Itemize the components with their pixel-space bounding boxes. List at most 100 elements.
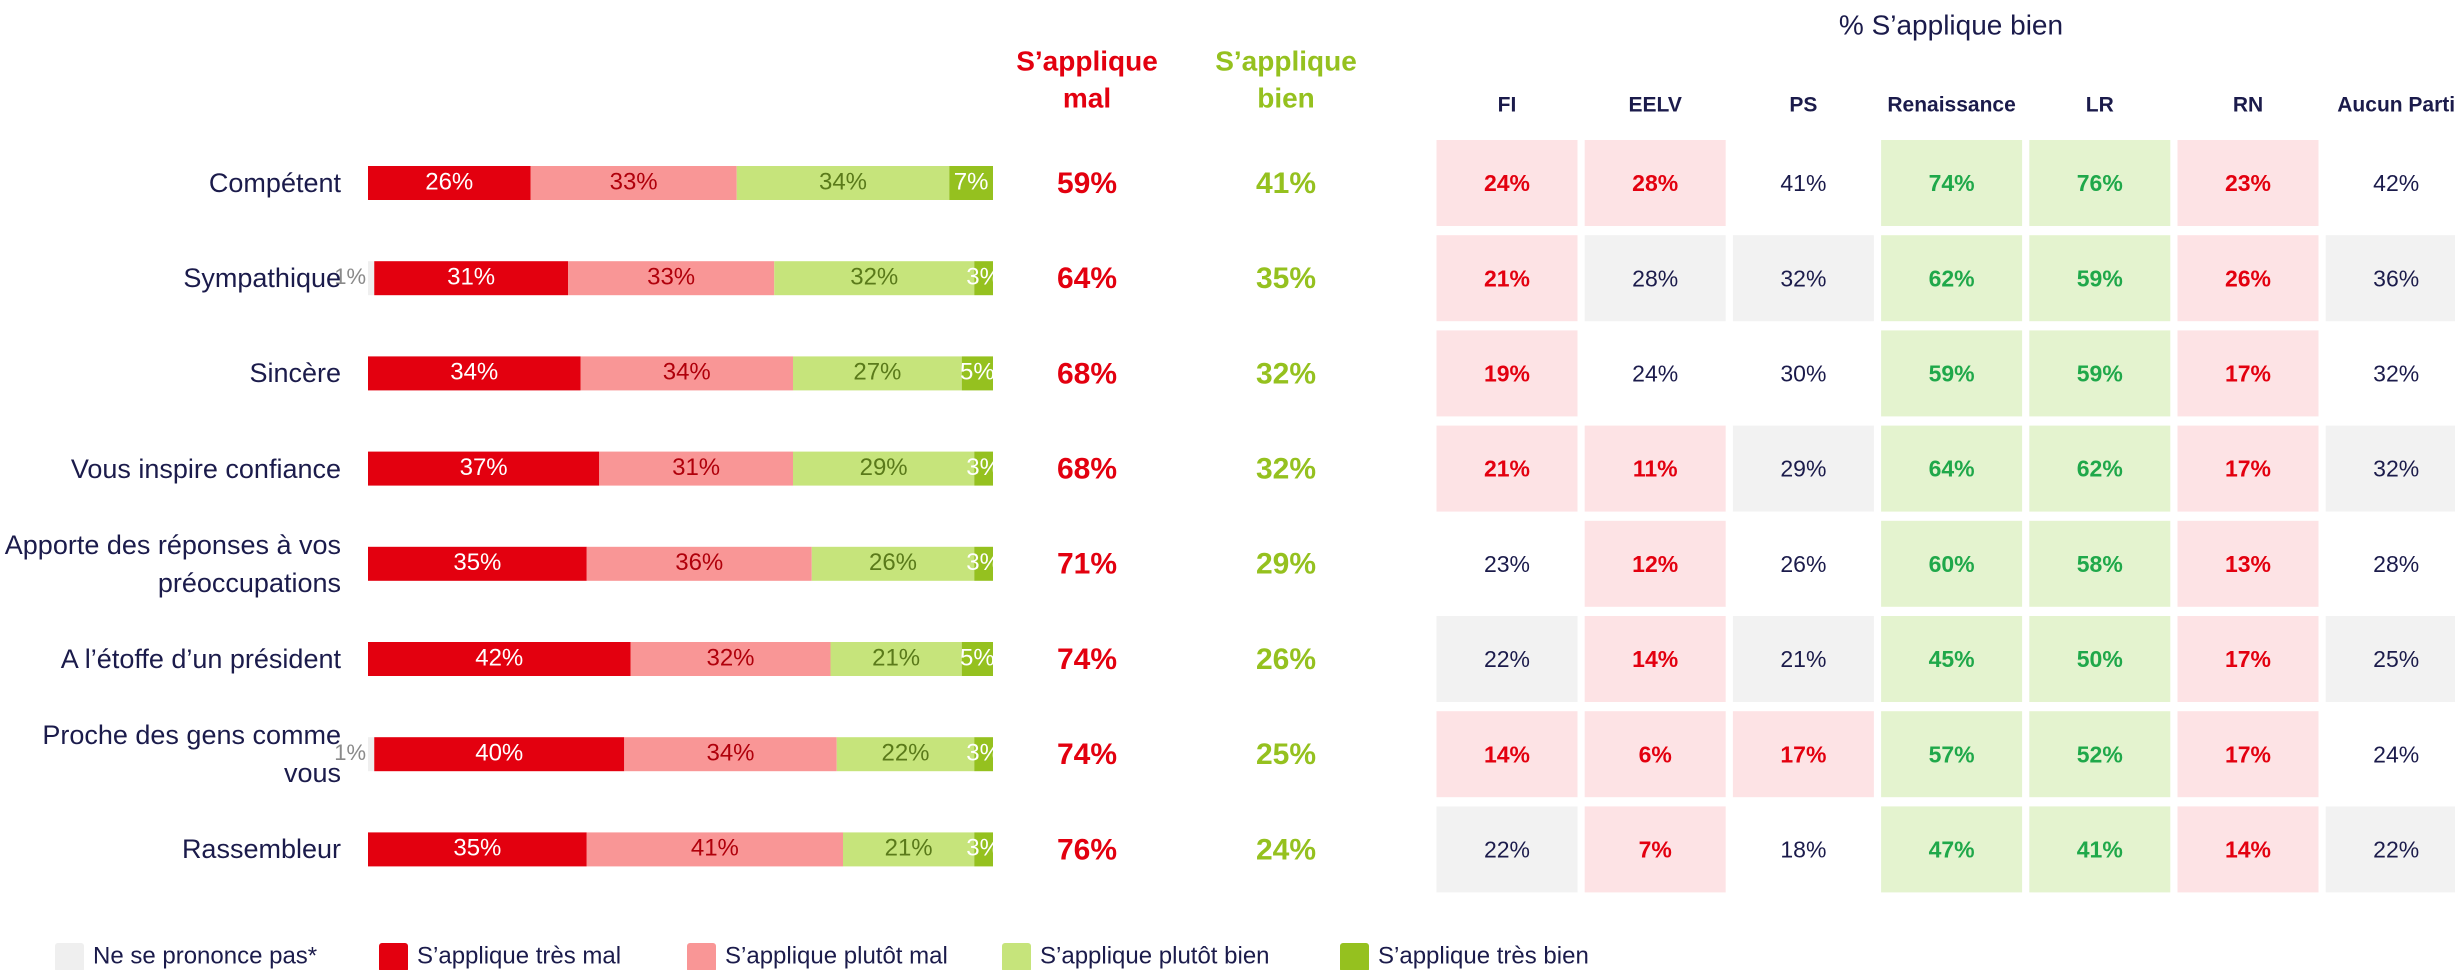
bar-segment (586, 546, 812, 581)
summary-value: 59% (1057, 167, 1117, 200)
cell-value: 62% (2077, 456, 2123, 482)
column-header: FI (1498, 94, 1517, 117)
column-header: Renaissance (1887, 94, 2015, 117)
bar-segment (774, 261, 975, 296)
bar-segment (974, 737, 993, 772)
summary-header: S’applique (1016, 45, 1158, 76)
cell-value: 12% (1632, 551, 1678, 577)
bar-segment (843, 832, 975, 867)
cell-value: 11% (1633, 456, 1678, 482)
table-cell (1732, 140, 1874, 226)
cell-value: 57% (1929, 741, 1975, 767)
cell-value: 32% (2373, 456, 2419, 482)
bar-label: 35% (453, 835, 501, 862)
cell-value: 18% (1780, 836, 1826, 862)
cell-value: 17% (2225, 741, 2271, 767)
bar-segment (736, 166, 950, 200)
bar-label: 26% (425, 168, 473, 195)
bar-segment (368, 832, 587, 867)
table-cell (1732, 520, 1874, 607)
cell-value: 42% (2373, 170, 2419, 196)
table-cell (1584, 711, 1726, 798)
table-cell (2029, 140, 2171, 226)
row-label: Proche des gens comme vous (42, 720, 341, 789)
bar-segment (599, 451, 793, 486)
table-cell (2029, 235, 2171, 322)
bar-label: 3% (966, 454, 1001, 481)
cell-value: 17% (2225, 360, 2271, 386)
cell-value: 21% (1780, 646, 1826, 672)
bar-segment (580, 356, 793, 391)
cell-value: 14% (2225, 836, 2271, 862)
summary-value: 25% (1256, 738, 1316, 771)
bar-label: 31% (672, 454, 720, 481)
cell-value: 41% (2077, 836, 2123, 862)
cell-value: 26% (1780, 551, 1826, 577)
bar-label: 7% (954, 168, 989, 195)
cell-value: 24% (1632, 360, 1678, 386)
cell-value: 28% (1632, 170, 1678, 196)
bar-label: 33% (647, 264, 695, 291)
cell-value: 21% (1484, 265, 1530, 291)
bar-segment (368, 546, 587, 581)
summary-value: 35% (1256, 262, 1316, 295)
table-cell (2325, 330, 2455, 417)
bar-segment (586, 832, 843, 867)
bar-segment (368, 642, 631, 676)
table-cell (1584, 140, 1726, 226)
table-cell (2177, 140, 2319, 226)
table-cell (1584, 616, 1726, 702)
table-cell (1732, 711, 1874, 798)
bar-segment (374, 737, 625, 772)
legend-swatch (55, 943, 84, 970)
bar-label: 34% (663, 359, 711, 386)
table-cell (2325, 711, 2455, 798)
bar-segment (624, 737, 837, 772)
cell-value: 64% (1929, 456, 1975, 482)
cell-value: 28% (1632, 265, 1678, 291)
bar-label: 27% (853, 359, 901, 386)
table-cell (2325, 616, 2455, 702)
row-label: Rassembleur (181, 834, 341, 865)
table-cell (1732, 425, 1874, 512)
summary-value: 64% (1057, 262, 1117, 295)
bar-segment (811, 546, 975, 581)
table-cell (1881, 140, 2023, 226)
cell-value: 62% (1929, 265, 1975, 291)
column-header: LR (2086, 94, 2114, 117)
bar-label: 26% (869, 549, 917, 576)
column-header: EELV (1629, 94, 1682, 117)
bar-segment (974, 832, 993, 867)
table-cell (1584, 425, 1726, 512)
summary-value: 32% (1256, 357, 1316, 390)
table-cell (1436, 806, 1578, 893)
bar-label: 22% (881, 740, 929, 767)
bar-label: 37% (460, 454, 508, 481)
cell-value: 19% (1484, 360, 1530, 386)
bar-segment (793, 356, 962, 391)
bar-segment (961, 356, 993, 391)
cell-value: 23% (1484, 551, 1530, 577)
summary-value: 74% (1057, 738, 1117, 771)
summary-value: 71% (1057, 548, 1117, 581)
bar-label: 36% (675, 549, 723, 576)
cell-value: 60% (1929, 551, 1975, 577)
legend-label: S’applique très mal (417, 942, 621, 969)
summary-value: 29% (1256, 548, 1316, 581)
cell-value: 52% (2077, 741, 2123, 767)
bar-label: 1% (334, 740, 366, 765)
bar-segment (368, 356, 581, 391)
bar-label: 41% (691, 835, 739, 862)
column-header: RN (2233, 94, 2263, 117)
cell-value: 74% (1929, 170, 1975, 196)
table-cell (1584, 806, 1726, 893)
table-cell (2029, 425, 2171, 512)
table-cell (1732, 616, 1874, 702)
table-cell (2177, 616, 2319, 702)
bar-label: 34% (819, 168, 867, 195)
table-cell (2177, 520, 2319, 607)
bar-label: 3% (966, 835, 1001, 862)
cell-value: 21% (1484, 456, 1530, 482)
cell-value: 41% (1780, 170, 1826, 196)
